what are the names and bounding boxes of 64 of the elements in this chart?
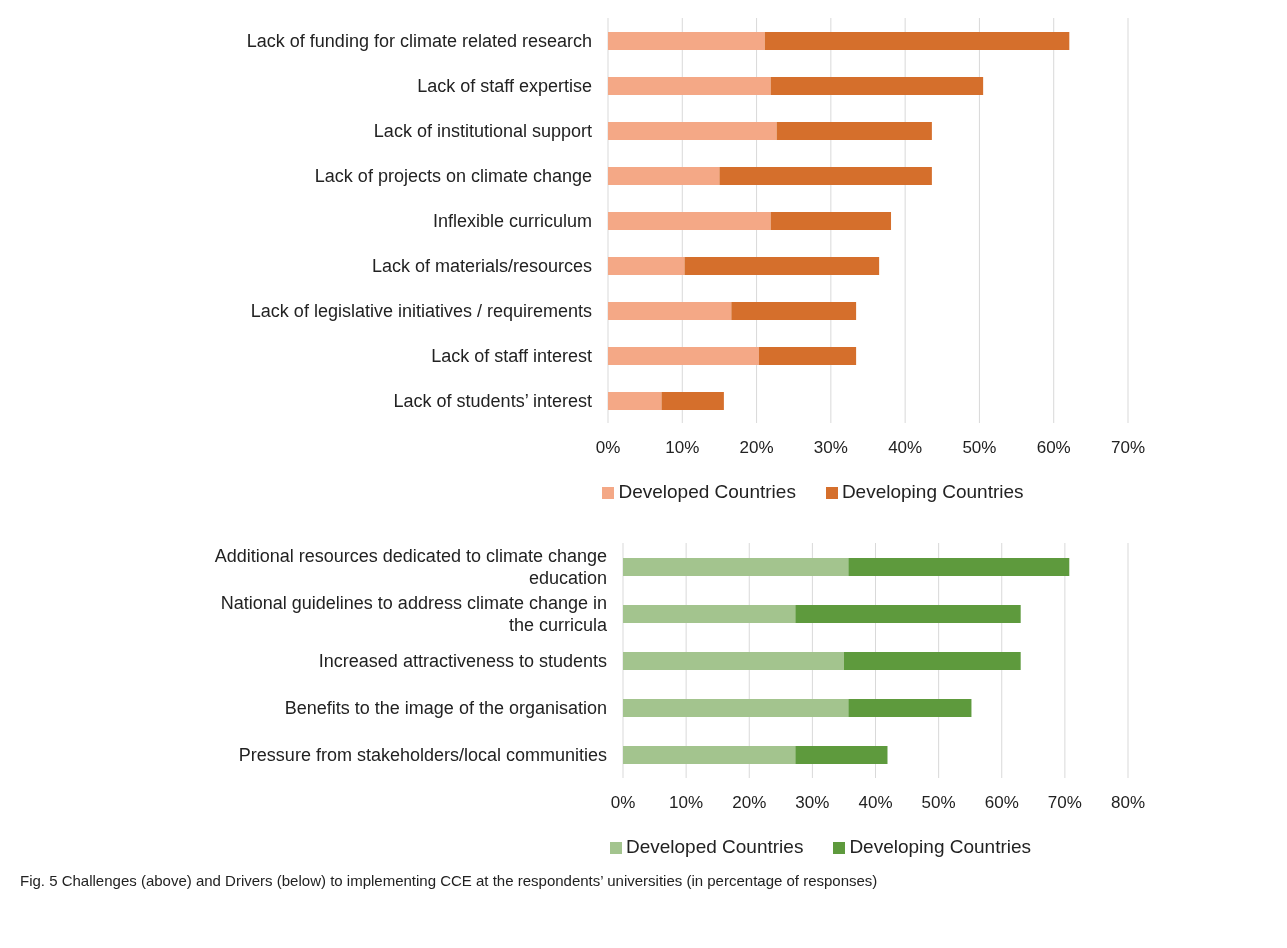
- bar: [623, 746, 796, 764]
- bar: [608, 32, 765, 50]
- bar: [848, 558, 1070, 576]
- y-tick-label: Pressure from stakeholders/local communities: [238, 744, 607, 765]
- bar: [608, 122, 777, 140]
- y-tick-label: Benefits to the image of the organisation: [284, 697, 607, 718]
- y-tick-label: Lack of projects on climate change: [314, 165, 592, 186]
- bar: [843, 652, 1021, 670]
- x-tick-label: 50%: [921, 793, 956, 813]
- bar: [764, 32, 1070, 50]
- legend-label: Developed Countries: [625, 836, 804, 857]
- bar: [608, 392, 662, 410]
- bar: [770, 77, 984, 95]
- bar: [731, 302, 857, 320]
- x-tick-label: 80%: [1110, 793, 1146, 813]
- bar: [608, 77, 771, 95]
- y-tick-label: Lack of institutional support: [373, 120, 592, 141]
- y-tick-label: Inflexible curriculum: [432, 210, 592, 231]
- x-tick-label: 70%: [1110, 438, 1146, 458]
- x-tick-label: 40%: [888, 438, 923, 458]
- y-tick-label: Lack of materials/resources: [371, 255, 592, 276]
- bar: [623, 605, 796, 623]
- x-tick-label: 30%: [795, 793, 830, 813]
- y-tick-label: Increased attractiveness to students: [318, 650, 607, 671]
- y-tick-label: Additional resources dedicated to climate change education: [214, 545, 607, 588]
- bar: [795, 605, 1021, 623]
- x-tick-label: 50%: [962, 438, 997, 458]
- y-tick-label: Lack of staff expertise: [417, 75, 592, 96]
- x-tick-label: 0%: [595, 438, 621, 458]
- bar: [758, 347, 857, 365]
- y-tick-label: Lack of staff interest: [431, 345, 592, 366]
- legend-label: Developing Countries: [849, 836, 1032, 857]
- x-tick-label: 70%: [1047, 793, 1082, 813]
- y-tick-label: Lack of students’ interest: [393, 390, 592, 411]
- x-tick-label: 40%: [858, 793, 893, 813]
- bar: [795, 746, 888, 764]
- y-tick-label: Lack of legislative initiatives / requirements: [250, 300, 592, 321]
- x-tick-label: 60%: [1036, 438, 1071, 458]
- bar: [608, 347, 759, 365]
- x-tick-label: 30%: [813, 438, 848, 458]
- x-tick-label: 20%: [732, 793, 767, 813]
- x-tick-label: 0%: [610, 793, 636, 813]
- y-tick-label: Lack of funding for climate related research: [246, 30, 592, 51]
- y-tick-label: National guidelines to address climate change in the curricula: [220, 592, 608, 635]
- bar: [848, 699, 972, 717]
- bar: [684, 257, 880, 275]
- bar: [608, 302, 732, 320]
- x-tick-label: 20%: [739, 438, 774, 458]
- bar: [719, 167, 932, 185]
- caption: Fig. 5 Challenges (above) and Drivers (below) to implementing CCE at the respondents’ universities (in percentage of responses): [20, 872, 879, 889]
- bar: [608, 167, 720, 185]
- bar: [776, 122, 932, 140]
- bar: [608, 212, 771, 230]
- bar: [623, 699, 849, 717]
- bar: [770, 212, 892, 230]
- x-tick-label: 10%: [665, 438, 700, 458]
- bar: [623, 652, 844, 670]
- legend-label: Developed Countries: [618, 481, 796, 502]
- x-tick-label: 60%: [984, 793, 1019, 813]
- legend-label: Developing Countries: [841, 481, 1024, 502]
- bar: [608, 257, 685, 275]
- bar: [661, 392, 724, 410]
- x-tick-label: 10%: [669, 793, 704, 813]
- bar: [623, 558, 849, 576]
